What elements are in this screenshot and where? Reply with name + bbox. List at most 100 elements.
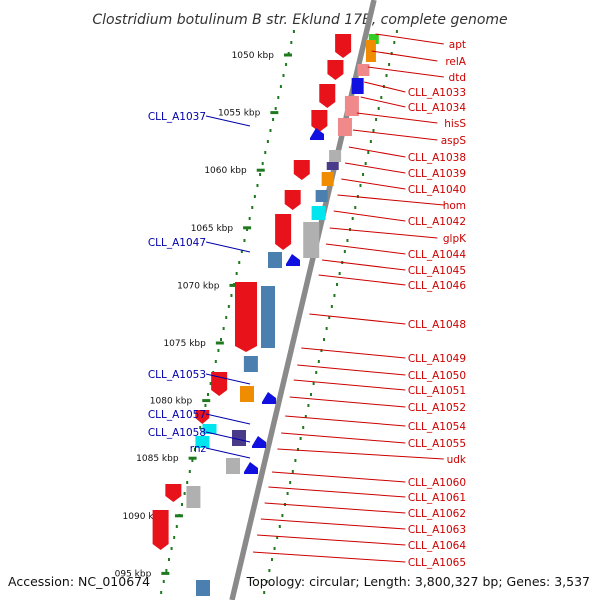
label-leader — [205, 241, 251, 253]
ruler-dot — [199, 426, 202, 429]
ruler-dot — [261, 162, 264, 165]
label-leader — [367, 66, 444, 78]
ruler-dot — [265, 580, 268, 583]
tick-mark — [161, 571, 170, 575]
ruler-dot — [395, 30, 398, 33]
ruler-dot — [162, 580, 165, 583]
topology-text: Topology: circular; Length: 3,800,327 bp… — [246, 574, 590, 589]
label-leader — [257, 534, 406, 546]
cds-reverse-arrow — [262, 392, 276, 404]
cds-forward-arrow — [335, 34, 352, 58]
ruler-dot — [346, 239, 349, 242]
label-leader — [205, 431, 251, 443]
gene-label-left: CLL_A1037 — [148, 111, 206, 123]
ruler-dot — [304, 415, 307, 418]
diagram-title: Clostridium botulinum B str. Eklund 17B,… — [92, 12, 507, 28]
ruler-dot — [377, 107, 380, 110]
gene-label-right: CLL_A1054 — [408, 421, 467, 433]
ruler-dot — [273, 547, 276, 550]
cds-forward-arrow — [165, 484, 182, 502]
ruler-dot — [343, 250, 346, 253]
label-leader — [205, 413, 251, 425]
cds-forward-arrow — [293, 160, 310, 180]
gene-label-right: hisS — [444, 118, 466, 130]
label-leader — [371, 50, 438, 62]
tick-label: 1060 kbp — [204, 166, 247, 176]
ruler-dot — [291, 470, 294, 473]
ruler-dot — [312, 382, 315, 385]
label-leader — [329, 227, 438, 239]
ruler-dot — [266, 140, 269, 143]
ruler-dot — [364, 162, 367, 165]
ruler-dot — [336, 283, 339, 286]
label-leader — [337, 194, 444, 206]
tick-mark — [229, 283, 238, 287]
gene-label-right: CLL_A1051 — [408, 385, 466, 397]
gene-label-right: apt — [449, 39, 466, 51]
gene-label-right: CLL_A1063 — [408, 524, 466, 536]
ruler-dot — [209, 382, 212, 385]
cds-reverse-arrow — [252, 436, 266, 448]
cds-reverse-arrow — [310, 128, 324, 140]
ruler-dot — [380, 96, 383, 99]
ruler-dot — [299, 437, 302, 440]
label-leader — [252, 551, 406, 563]
ruler-dot — [279, 85, 282, 88]
gene-label-left: CLL_A1047 — [148, 237, 206, 249]
ruler-dot — [338, 272, 341, 275]
gene-label-right: CLL_A1052 — [408, 402, 466, 414]
tick-label: 1085 kbp — [136, 454, 179, 464]
cds-forward-arrow — [284, 190, 301, 210]
gene-block — [243, 356, 258, 372]
label-leaders — [205, 33, 444, 563]
ruler-dot — [167, 558, 170, 561]
label-leader — [375, 33, 444, 45]
gene-label-right: CLL_A1034 — [408, 102, 467, 114]
label-leader — [277, 448, 444, 460]
ruler-dot — [325, 327, 328, 330]
ruler-dot — [188, 470, 191, 473]
label-leader — [341, 178, 406, 190]
label-leader — [205, 115, 251, 127]
gene-label-right: CLL_A1062 — [408, 508, 466, 520]
gene-label-right: CLL_A1065 — [408, 557, 466, 569]
label-leader — [289, 396, 406, 408]
ruler-dot — [272, 118, 275, 121]
ruler-dot — [165, 569, 168, 572]
gene-block — [311, 206, 326, 220]
ruler-dot — [294, 459, 297, 462]
ruler-dot — [292, 30, 295, 33]
ruler-dot — [235, 272, 238, 275]
tick-mark — [202, 399, 211, 403]
tick-mark — [243, 226, 252, 230]
gene-label-right: dtd — [449, 72, 466, 84]
label-leader — [364, 81, 406, 93]
gene-label-right: CLL_A1038 — [408, 152, 466, 164]
gene-label-left: CLL_A1058 — [148, 427, 206, 439]
label-leader — [285, 415, 406, 427]
tick-label: 1080 kbp — [150, 397, 193, 407]
gene-labels: CLL_A1037 CLL_A1047 CLL_A1053 CLL_A1057 CLL_… — [148, 39, 467, 569]
ruler-dot — [259, 173, 262, 176]
gene-label-right: CLL_A1040 — [408, 184, 466, 196]
gene-label-right: CLL_A1060 — [408, 477, 466, 489]
ruler-dot — [315, 371, 318, 374]
gene-label-right: CLL_A1039 — [408, 168, 466, 180]
ruler-dot — [290, 41, 293, 44]
ruler-dot — [246, 228, 249, 231]
label-leader — [318, 274, 406, 286]
ruler-dot — [277, 96, 280, 99]
ruler-dot — [282, 74, 285, 77]
gene-block — [368, 34, 379, 44]
label-leader — [352, 129, 438, 141]
ruler-dot — [173, 536, 176, 539]
ruler-dot — [367, 151, 370, 154]
ruler-dot — [317, 360, 320, 363]
ruler-dot — [297, 448, 300, 451]
tick-label: 1070 kbp — [177, 281, 220, 291]
gene-label-right: udk — [447, 454, 467, 466]
cds-forward-arrow — [152, 510, 169, 550]
gene-label-right: CLL_A1061 — [408, 492, 466, 504]
gene-block — [365, 40, 376, 62]
